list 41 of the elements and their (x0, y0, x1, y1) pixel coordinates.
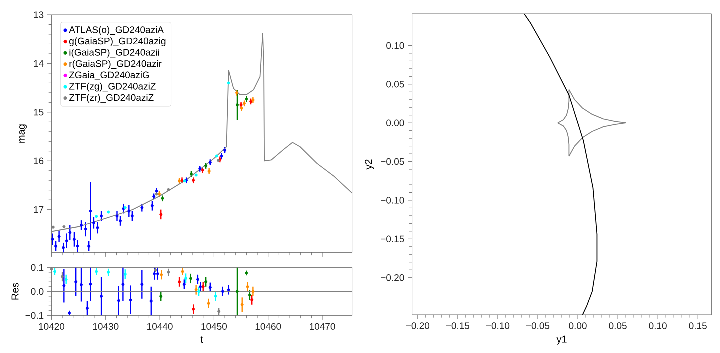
x-tick-label: −0.20 (406, 322, 430, 330)
legend-label: ZTF(zg)_GD240aziZ (69, 82, 156, 92)
y-tick-label: −0.10 (381, 197, 404, 204)
y-tick-label: −0.20 (381, 274, 404, 282)
legend-label: ZGaia_GD240aziG (69, 72, 150, 80)
y-tick-label: 15 (34, 109, 44, 116)
x-axis-title: t (200, 336, 204, 344)
y-tick-label: 13 (34, 12, 44, 18)
x-tick-label: 0.10 (649, 322, 667, 330)
y-tick-label: 0.0 (31, 288, 44, 296)
legend-label: ATLAS(o)_GD240aziA (69, 26, 164, 36)
y-axis-title: y2 (365, 160, 374, 170)
x-tick-label: 10470 (310, 323, 336, 330)
x-tick-label: 10420 (39, 323, 65, 330)
x-tick-label: 10450 (202, 323, 228, 330)
x-tick-label: 0.05 (609, 322, 627, 330)
y-tick-label: 0.00 (386, 120, 404, 126)
legend-label: i(GaiaSP)_GD240azii (70, 48, 160, 58)
y-tick-label: 17 (34, 206, 44, 214)
x-tick-label: 0.00 (569, 322, 587, 330)
y-tick-label: −0.15 (381, 236, 404, 243)
y-axis-title: mag (20, 124, 27, 143)
x-tick-label: −0.05 (526, 322, 550, 330)
y-tick-label: −0.05 (381, 158, 404, 166)
x-tick-label: 10460 (256, 323, 282, 330)
x-tick-label: 10430 (93, 323, 119, 330)
legend-label: g(GaiaSP)_GD240azig (70, 38, 166, 46)
y-tick-label: 0.10 (386, 42, 404, 50)
x-tick-label: 10440 (148, 323, 173, 330)
y-tick-label: 0.05 (386, 81, 404, 88)
legend-label: r(GaiaSP)_GD240azir (70, 60, 162, 70)
x-tick-label: −0.15 (446, 322, 470, 330)
x-tick-label: −0.10 (486, 322, 510, 330)
x-axis-title: y1 (556, 336, 567, 345)
y-axis-title: Res (12, 283, 19, 300)
y-tick-label: 14 (34, 60, 44, 67)
y-tick-label: −0.1 (26, 312, 44, 320)
y-tick-label: 0.1 (31, 264, 44, 272)
y-tick-label: 16 (34, 158, 44, 164)
legend-label: ZTF(zr)_GD240aziZ (69, 94, 154, 104)
x-tick-label: 0.15 (689, 322, 707, 330)
